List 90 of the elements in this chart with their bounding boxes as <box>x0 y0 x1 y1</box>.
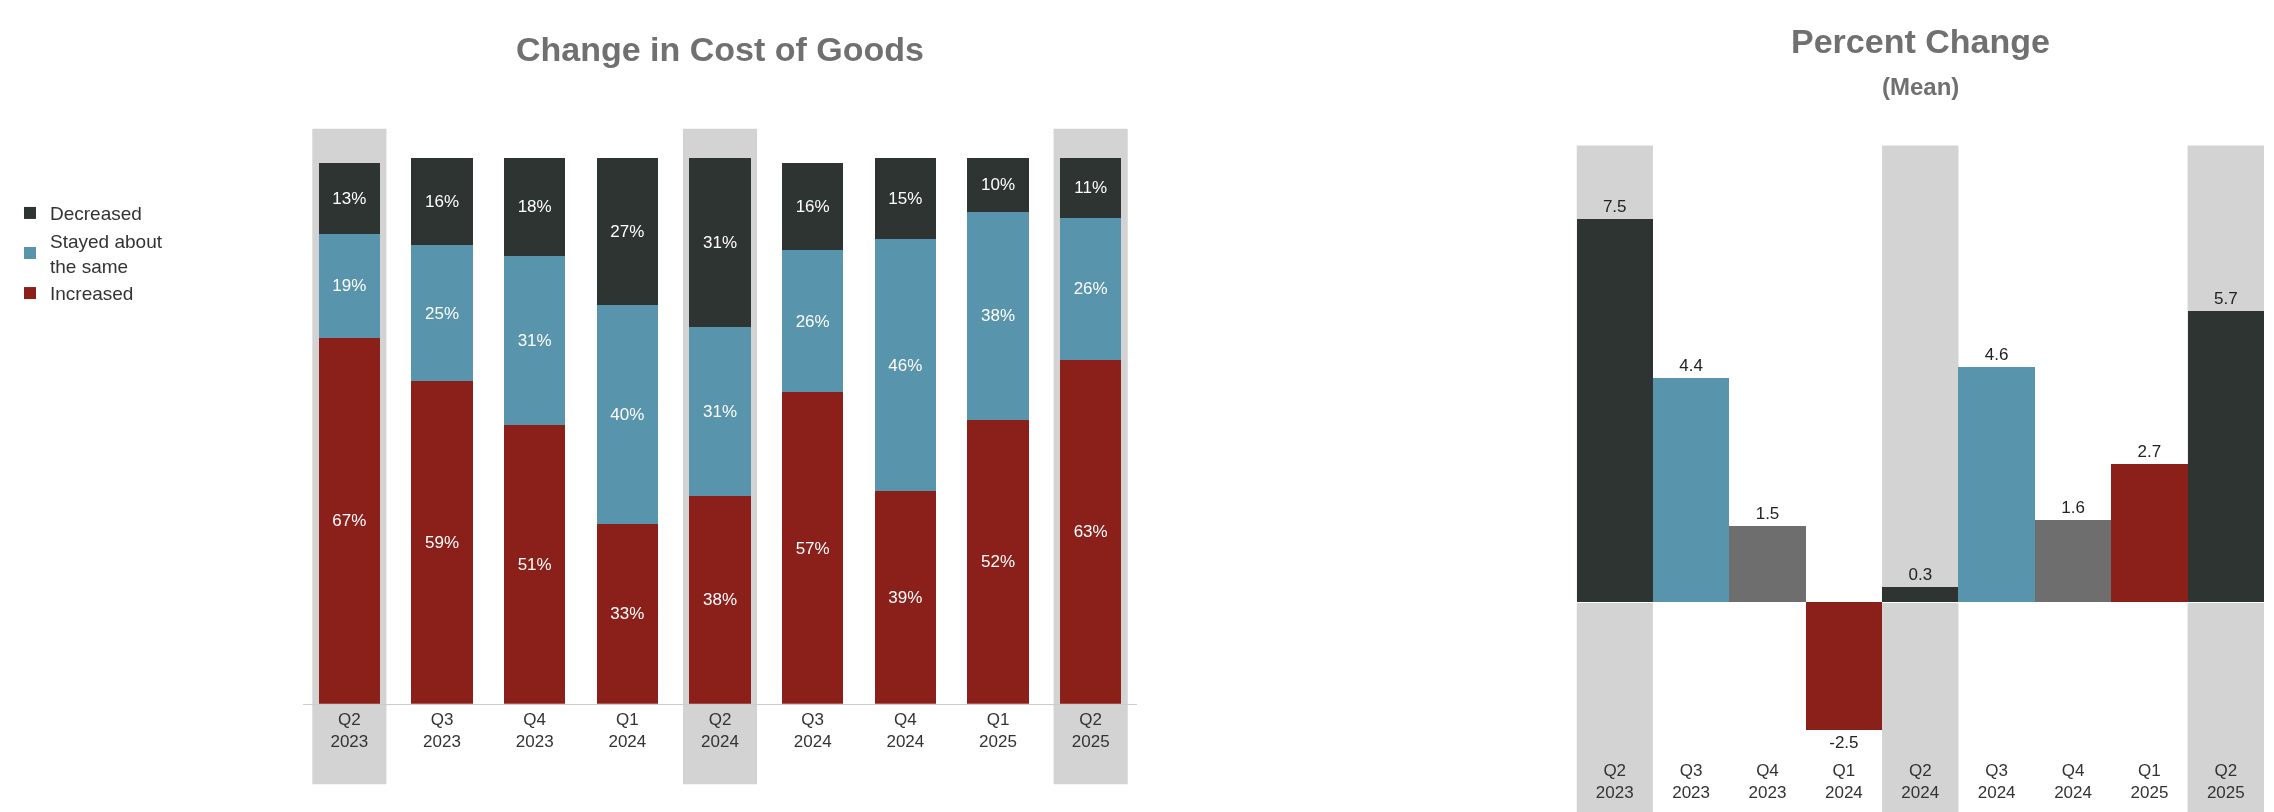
data-label: 38% <box>980 306 1016 326</box>
data-label: 33% <box>610 604 645 624</box>
bar <box>1805 602 1883 730</box>
chart-title: Percent Change <box>1791 22 2050 60</box>
data-label: 7.5 <box>1602 197 1627 217</box>
data-label: 15% <box>888 188 923 208</box>
bar <box>1882 586 1959 603</box>
bar <box>782 392 844 704</box>
legend-label: Stayed about the same <box>50 231 163 277</box>
data-label: 67% <box>332 511 367 531</box>
data-label: 11% <box>1074 178 1108 198</box>
x-tick-label: Q3 2023 <box>1672 761 1711 803</box>
data-label: 26% <box>1073 279 1108 299</box>
x-tick-label: Q3 2024 <box>793 710 832 752</box>
x-tick-label: Q2 2023 <box>330 710 369 752</box>
bar <box>874 239 936 491</box>
data-label: 51% <box>517 554 552 574</box>
bar <box>596 305 658 524</box>
data-label: 10% <box>980 175 1016 195</box>
bar <box>411 157 473 245</box>
bar <box>596 523 658 704</box>
bar <box>874 157 936 240</box>
bar <box>1060 157 1122 218</box>
data-label: 4.6 <box>1984 345 2009 365</box>
bar <box>318 162 380 234</box>
data-label: -2.5 <box>1829 732 1859 752</box>
x-tick-label: Q1 2024 <box>1824 761 1863 803</box>
legend-label: Decreased <box>50 203 142 225</box>
data-label: 16% <box>795 197 830 217</box>
data-label: 2.7 <box>2137 442 2162 462</box>
data-label: 31% <box>702 402 738 422</box>
data-label: 46% <box>888 355 923 375</box>
x-tick-label: Q1 2024 <box>608 710 647 752</box>
data-label: 31% <box>702 232 738 252</box>
bar <box>318 234 380 338</box>
bar <box>2111 464 2188 603</box>
bar <box>967 419 1029 704</box>
data-label: 16% <box>425 191 460 211</box>
data-label: 52% <box>980 552 1016 572</box>
data-label: 59% <box>425 533 460 553</box>
bar <box>689 496 751 704</box>
bar <box>782 162 844 251</box>
data-label: 63% <box>1073 522 1108 542</box>
bar <box>2034 520 2112 603</box>
bar <box>504 157 566 256</box>
bar <box>967 157 1029 213</box>
x-tick-label: Q4 2023 <box>1748 761 1787 803</box>
bar <box>689 157 751 327</box>
data-label: 1.5 <box>1755 503 1780 523</box>
x-tick-label: Q2 2024 <box>701 710 739 752</box>
x-tick-label: Q3 2023 <box>423 710 461 752</box>
bar <box>504 425 566 704</box>
bar <box>967 212 1029 420</box>
data-label: 18% <box>517 197 552 217</box>
bar <box>689 326 751 497</box>
bar <box>782 250 844 393</box>
data-label: 1.6 <box>2061 498 2085 518</box>
data-label: 13% <box>332 188 367 208</box>
data-label: 4.4 <box>1679 355 1703 375</box>
x-tick-label: Q4 2024 <box>2054 761 2092 803</box>
data-label: 0.3 <box>1908 564 1933 584</box>
data-label: 26% <box>795 311 830 331</box>
bar <box>411 244 473 382</box>
data-label: 39% <box>888 587 923 607</box>
data-label: 40% <box>610 404 645 424</box>
bar <box>504 255 566 426</box>
data-label: 5.7 <box>2213 289 2238 309</box>
chart-subtitle: (Mean) <box>1882 73 1960 100</box>
x-tick-label: Q2 2023 <box>1595 761 1634 803</box>
x-tick-label: Q4 2023 <box>515 710 554 752</box>
x-tick-label: Q2 2025 <box>2206 761 2245 803</box>
x-tick-label: Q1 2025 <box>2130 761 2169 803</box>
x-tick-label: Q3 2024 <box>1977 761 2016 803</box>
data-label: 19% <box>332 276 367 296</box>
x-tick-label: Q2 2024 <box>1901 761 1940 803</box>
data-label: 31% <box>517 331 552 351</box>
legend-label: Increased <box>50 283 134 305</box>
bar <box>596 157 658 306</box>
data-label: 57% <box>795 538 830 558</box>
x-tick-label: Q4 2024 <box>886 710 925 752</box>
bar <box>1729 525 1806 603</box>
chart-title: Change in Cost of Goods <box>516 30 924 68</box>
data-label: 27% <box>610 221 645 241</box>
data-label: 38% <box>702 590 738 610</box>
x-tick-label: Q1 2025 <box>979 710 1017 752</box>
x-tick-label: Q2 2025 <box>1071 710 1110 752</box>
bar <box>1060 217 1122 360</box>
bar <box>874 490 936 704</box>
bar <box>411 381 473 704</box>
data-label: 25% <box>425 303 460 323</box>
